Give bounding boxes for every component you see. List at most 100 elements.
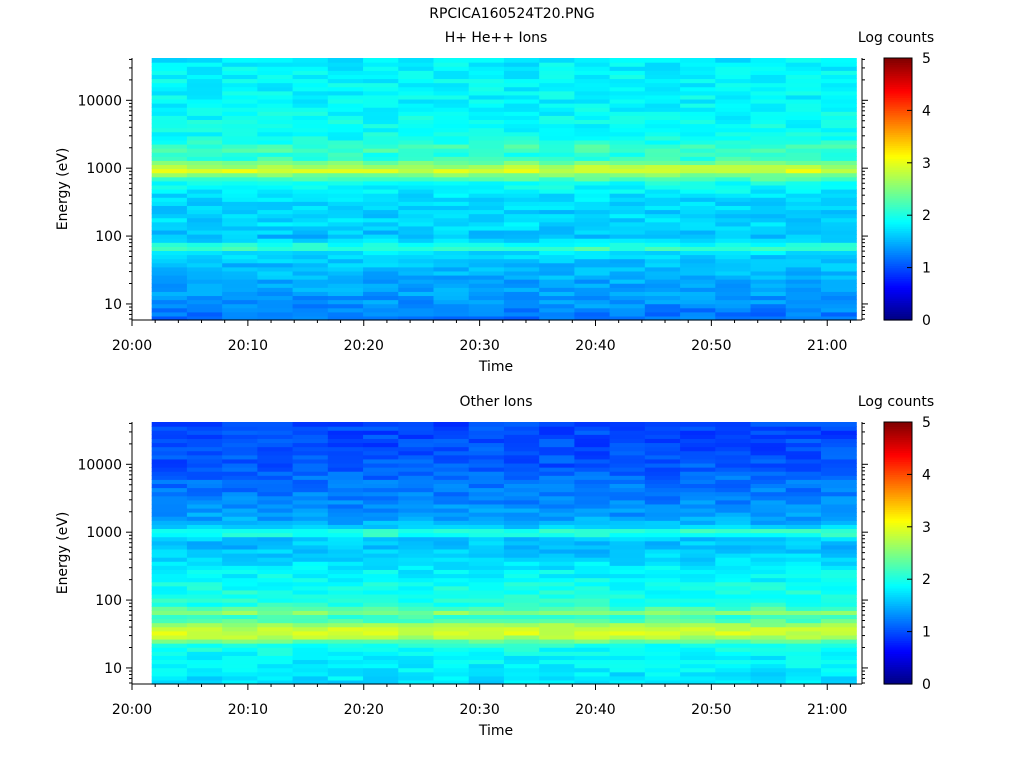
- heatmap-cell: [503, 90, 540, 96]
- heatmap-cell: [327, 156, 364, 161]
- heatmap-cell: [715, 499, 752, 505]
- heatmap-cell: [644, 520, 681, 525]
- heatmap-cell: [715, 250, 752, 256]
- heatmap-cell: [257, 70, 294, 75]
- heatmap-cell: [574, 626, 611, 632]
- heatmap-cell: [257, 148, 294, 153]
- heatmap-cell: [539, 74, 576, 80]
- heatmap-cell: [186, 442, 223, 448]
- heatmap-cell: [680, 446, 716, 452]
- heatmap-cell: [609, 160, 646, 166]
- heatmap-cell: [574, 229, 611, 235]
- heatmap-cell: [186, 217, 223, 223]
- heatmap-cell: [539, 561, 576, 566]
- heatmap-cell: [785, 651, 822, 656]
- heatmap-cell: [539, 487, 576, 493]
- heatmap-cell: [644, 164, 681, 170]
- heatmap-cell: [539, 98, 576, 104]
- heatmap-cell: [363, 573, 399, 579]
- heatmap-cell: [680, 495, 716, 501]
- heatmap-cell: [186, 315, 223, 321]
- heatmap-cell: [222, 643, 258, 648]
- heatmap-cell: [715, 270, 752, 276]
- heatmap-cell: [292, 512, 329, 517]
- heatmap-cell: [257, 217, 294, 223]
- heatmap-cell: [715, 58, 752, 63]
- heatmap-cell: [750, 78, 787, 84]
- heatmap-cell: [609, 565, 646, 570]
- heatmap-cell: [574, 66, 611, 71]
- heatmap-cell: [503, 565, 540, 570]
- colorbar-segment: [884, 263, 912, 267]
- heatmap-cell: [715, 516, 752, 521]
- heatmap-cell: [257, 156, 294, 161]
- heatmap-cell: [644, 528, 681, 534]
- colorbar-tick-label: 5: [922, 415, 931, 431]
- heatmap-cell: [539, 193, 576, 198]
- heatmap-cell: [468, 111, 505, 116]
- heatmap-cell: [363, 651, 399, 656]
- heatmap-cell: [363, 254, 399, 260]
- heatmap-cell: [433, 499, 470, 505]
- colorbar-segment: [884, 265, 912, 269]
- heatmap-cell: [820, 315, 857, 321]
- heatmap-cell: [363, 295, 399, 301]
- heatmap-cell: [292, 475, 329, 480]
- heatmap-cell: [680, 164, 716, 170]
- heatmap-cell: [609, 250, 646, 256]
- heatmap-cell: [292, 577, 329, 583]
- heatmap-cell: [503, 197, 540, 202]
- heatmap-cell: [186, 66, 223, 71]
- heatmap-cell: [363, 585, 399, 591]
- heatmap-cell: [609, 131, 646, 137]
- heatmap-cell: [750, 532, 787, 538]
- heatmap-cell: [609, 524, 646, 530]
- heatmap-cell: [785, 258, 822, 264]
- heatmap-cell: [503, 58, 540, 63]
- colorbar-segment: [884, 542, 912, 545]
- heatmap-cell: [186, 213, 223, 219]
- heatmap-cell: [257, 675, 294, 681]
- heatmap-cell: [785, 675, 822, 681]
- heatmap-cell: [327, 152, 364, 157]
- heatmap-cell: [468, 315, 505, 321]
- heatmap-cell: [715, 561, 752, 566]
- heatmap-cell: [680, 94, 716, 100]
- heatmap-cell: [609, 107, 646, 112]
- x-tick-label: 20:10: [228, 338, 268, 354]
- heatmap-cell: [715, 634, 752, 640]
- heatmap-cell: [468, 234, 505, 239]
- colorbar-segment: [884, 585, 912, 589]
- heatmap-cell: [327, 229, 364, 235]
- heatmap-cell: [609, 229, 646, 235]
- heatmap-cell: [327, 111, 364, 116]
- heatmap-cell: [327, 422, 364, 427]
- heatmap-cell: [468, 614, 505, 620]
- heatmap-cell: [363, 168, 399, 174]
- heatmap-cell: [327, 553, 364, 558]
- heatmap-cell: [468, 528, 505, 534]
- heatmap-cell: [785, 462, 822, 468]
- heatmap-cell: [715, 82, 752, 88]
- heatmap-cell: [222, 430, 258, 435]
- heatmap-cell: [609, 548, 646, 554]
- heatmap-cell: [609, 209, 646, 215]
- heatmap-cell: [644, 156, 681, 161]
- heatmap-cell: [539, 679, 576, 685]
- heatmap-cell: [186, 651, 223, 656]
- heatmap-cell: [257, 274, 294, 280]
- heatmap-cell: [680, 258, 716, 264]
- heatmap-cell: [680, 602, 716, 607]
- heatmap-cell: [715, 258, 752, 264]
- heatmap-cell: [222, 78, 258, 84]
- heatmap-cell: [257, 626, 294, 632]
- heatmap-cell: [503, 74, 540, 80]
- x-tick-label: 20:50: [691, 338, 731, 354]
- heatmap-cell: [503, 258, 540, 264]
- heatmap-cell: [186, 90, 223, 96]
- heatmap-cell: [257, 634, 294, 640]
- heatmap-cell: [820, 303, 857, 309]
- heatmap-cell: [398, 581, 435, 587]
- heatmap-cell: [574, 115, 611, 120]
- heatmap-cell: [433, 479, 470, 484]
